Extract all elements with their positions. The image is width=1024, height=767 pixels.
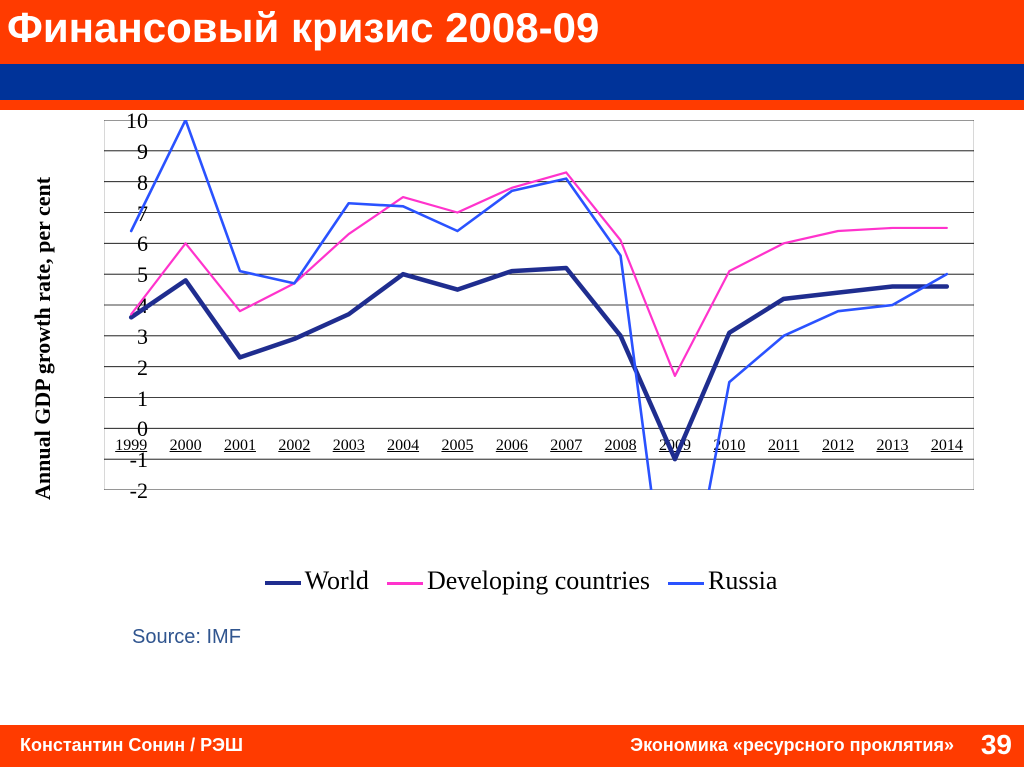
legend-label: Russia <box>708 566 777 595</box>
header-band-red-thin <box>0 100 1024 110</box>
footer-author: Константин Сонин / РЭШ <box>20 735 243 756</box>
legend-label: Developing countries <box>427 566 650 595</box>
chart-plot <box>104 120 974 490</box>
legend-swatch <box>265 581 301 586</box>
slide-title: Финансовый кризис 2008-09 <box>0 0 1024 64</box>
footer-subject: Экономика «ресурсного проклятия» <box>630 735 954 756</box>
chart-svg <box>104 120 974 490</box>
header-band-blue <box>0 64 1024 100</box>
legend-swatch <box>668 582 704 585</box>
legend-swatch <box>387 582 423 585</box>
page-number: 39 <box>981 729 1012 761</box>
slide: Финансовый кризис 2008-09 Annual GDP gro… <box>0 0 1024 767</box>
y-axis-title: Annual GDP growth rate, per cent <box>30 0 56 500</box>
legend-label: World <box>305 566 369 595</box>
footer: Константин Сонин / РЭШ Экономика «ресурс… <box>0 725 1024 767</box>
legend: World Developing countries Russia <box>0 566 1024 596</box>
source-label: Source: IMF <box>132 626 241 649</box>
